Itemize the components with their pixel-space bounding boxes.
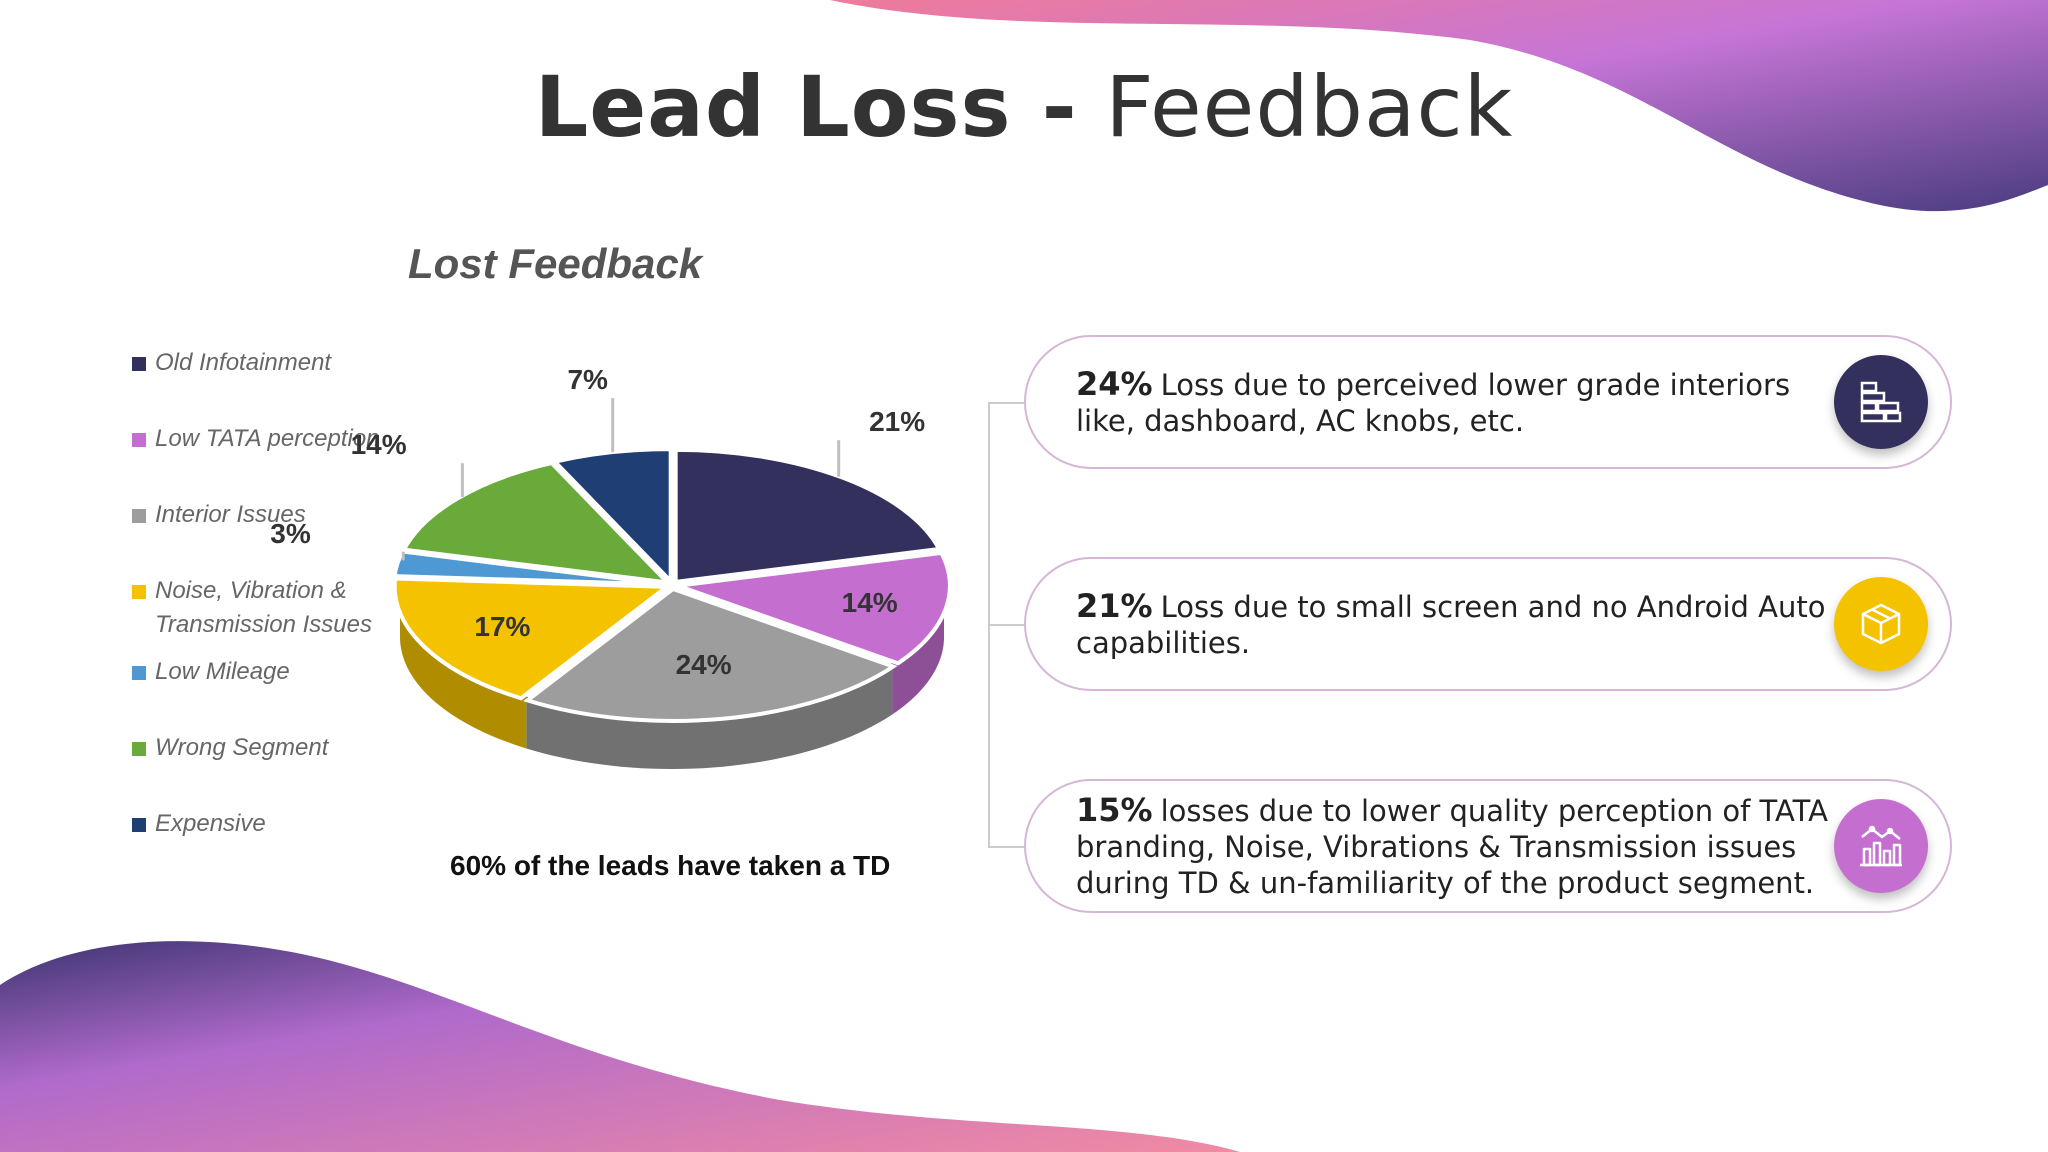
pie-slice-low-mileage bbox=[392, 549, 667, 587]
cube-box-icon bbox=[1834, 577, 1928, 671]
legend-label: Expensive bbox=[155, 810, 266, 837]
data-label: 17% bbox=[474, 610, 531, 642]
page-title: Lead Loss - Feedback bbox=[0, 58, 2048, 156]
top-right-wave bbox=[830, 0, 2048, 212]
legend-swatch bbox=[132, 585, 146, 599]
bar-chart-trend-icon bbox=[1834, 799, 1928, 893]
pie-slice-wrong-segment bbox=[400, 460, 673, 586]
legend-swatch bbox=[132, 433, 146, 447]
info-card-interiors: 24% Loss due to perceived lower grade int… bbox=[1024, 335, 1952, 469]
info-card-screen: 21% Loss due to small screen and no Andro… bbox=[1024, 557, 1952, 691]
brick-wall-icon bbox=[1834, 355, 1928, 449]
data-label: 14% bbox=[841, 587, 898, 619]
title-light: Feedback bbox=[1105, 58, 1514, 156]
legend-swatch bbox=[132, 357, 146, 371]
data-label: 24% bbox=[675, 649, 732, 681]
legend-swatch bbox=[132, 742, 146, 756]
card-text: 21% Loss due to small screen and no Andro… bbox=[1076, 559, 1836, 689]
legend-swatch bbox=[132, 666, 146, 680]
card-description: Loss due to small screen and no Android … bbox=[1076, 589, 1826, 660]
data-label: 7% bbox=[567, 364, 608, 396]
card-percent: 15% bbox=[1076, 790, 1153, 829]
connector-tick-2 bbox=[988, 624, 1024, 626]
card-text: 15% losses due to lower quality perceptio… bbox=[1076, 781, 1836, 911]
data-label: 14% bbox=[350, 429, 407, 461]
connector-tick-1 bbox=[988, 402, 1024, 404]
chart-title: Lost Feedback bbox=[408, 240, 703, 287]
pie-top-faces bbox=[392, 447, 952, 723]
legend-label: Low TATA perception bbox=[155, 425, 380, 452]
pie-slice-expensive bbox=[550, 447, 673, 587]
legend-swatch bbox=[132, 509, 146, 523]
chart-note: 60% of the leads have taken a TD bbox=[450, 850, 891, 881]
bottom-left-wave bbox=[0, 941, 1240, 1152]
pie-slice-low-tata-perception bbox=[677, 550, 952, 666]
card-text: 24% Loss due to perceived lower grade int… bbox=[1076, 337, 1836, 467]
card-percent: 24% bbox=[1076, 364, 1153, 403]
legend-label: Low Mileage bbox=[155, 658, 290, 685]
legend-swatch bbox=[132, 818, 146, 832]
card-percent: 21% bbox=[1076, 586, 1153, 625]
pie-slice-noise-vibration-transmission-issues bbox=[392, 576, 673, 701]
card-description: losses due to lower quality perception o… bbox=[1076, 793, 1828, 900]
card-description: Loss due to perceived lower grade interi… bbox=[1076, 367, 1791, 438]
info-card-perception: 15% losses due to lower quality perceptio… bbox=[1024, 779, 1952, 913]
legend-label: Old Infotainment bbox=[155, 349, 332, 376]
data-label: 21% bbox=[869, 406, 926, 438]
legend-label: Noise, Vibration & Transmission Issues bbox=[155, 577, 372, 638]
connector-tick-3 bbox=[988, 846, 1024, 848]
legend-label: Wrong Segment bbox=[155, 734, 329, 761]
data-label: 3% bbox=[270, 517, 311, 549]
pie-slice-old-infotainment bbox=[673, 447, 943, 585]
pie-slice-interior-issues bbox=[523, 586, 898, 723]
pie-side-noise-vibration-transmission-issues bbox=[400, 585, 527, 749]
legend-label: Interior Issues bbox=[155, 501, 306, 528]
title-bold: Lead Loss - bbox=[534, 58, 1078, 156]
